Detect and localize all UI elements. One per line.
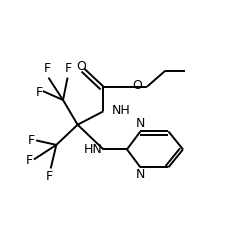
Text: O: O bbox=[76, 60, 86, 73]
Text: N: N bbox=[135, 117, 145, 130]
Text: F: F bbox=[65, 62, 72, 75]
Text: N: N bbox=[135, 168, 145, 181]
Text: O: O bbox=[132, 79, 142, 92]
Text: F: F bbox=[26, 154, 33, 167]
Text: F: F bbox=[46, 170, 53, 183]
Text: NH: NH bbox=[111, 104, 130, 117]
Text: HN: HN bbox=[84, 143, 102, 156]
Text: F: F bbox=[27, 134, 35, 147]
Text: F: F bbox=[44, 62, 51, 75]
Text: F: F bbox=[36, 86, 43, 99]
